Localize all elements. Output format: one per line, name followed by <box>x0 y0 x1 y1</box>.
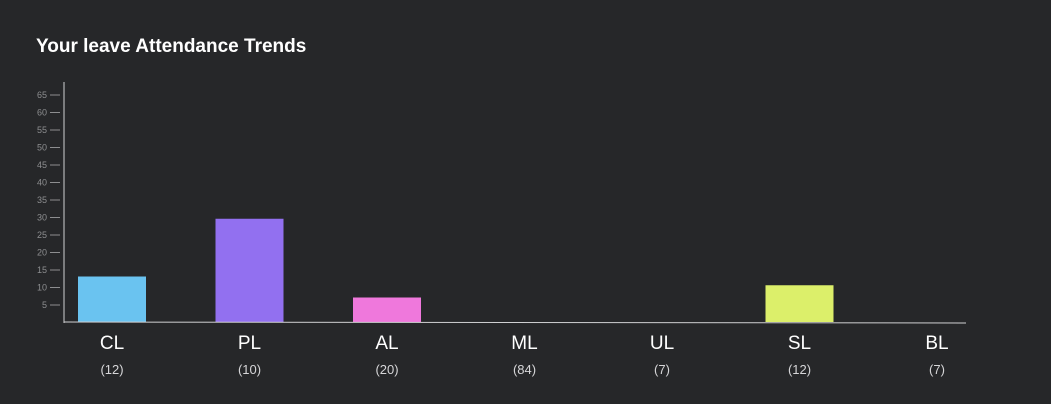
x-tick-label: ML <box>511 333 537 354</box>
x-sublabel: (20) <box>375 362 398 377</box>
y-tick-label: 15 <box>37 265 47 275</box>
y-tick-label: 55 <box>37 125 47 135</box>
x-sublabel: (7) <box>654 362 670 377</box>
y-tick-label: 40 <box>37 178 47 188</box>
x-tick-label: BL <box>925 333 948 354</box>
y-tick-label: 60 <box>37 108 47 118</box>
bar-cl[interactable] <box>78 276 146 323</box>
y-tick-label: 45 <box>37 160 47 170</box>
y-tick-label: 65 <box>37 90 47 100</box>
x-tick-label: CL <box>100 333 124 354</box>
y-tick-label: 25 <box>37 230 47 240</box>
y-tick-label: 30 <box>37 213 47 223</box>
x-sublabel: (84) <box>513 362 536 377</box>
y-tick-label: 10 <box>37 283 47 293</box>
x-tick-label: SL <box>788 333 811 354</box>
y-tick-label: 35 <box>37 195 47 205</box>
y-tick-label: 20 <box>37 248 47 258</box>
x-sublabel: (12) <box>788 362 811 377</box>
x-sublabel: (7) <box>929 362 945 377</box>
x-tick-label: AL <box>375 333 398 354</box>
bar-sl[interactable] <box>765 285 834 322</box>
x-tick-label: UL <box>650 333 674 354</box>
x-sublabel: (12) <box>100 362 123 377</box>
x-axis-line <box>63 321 967 324</box>
bar-al[interactable] <box>353 297 421 323</box>
x-sublabel: (10) <box>238 362 261 377</box>
bar-pl[interactable] <box>215 218 284 322</box>
chart-title: Your leave Attendance Trends <box>36 36 307 57</box>
x-tick-label: PL <box>238 333 261 354</box>
y-tick-label: 5 <box>42 300 47 310</box>
y-tick-label: 50 <box>37 143 47 153</box>
